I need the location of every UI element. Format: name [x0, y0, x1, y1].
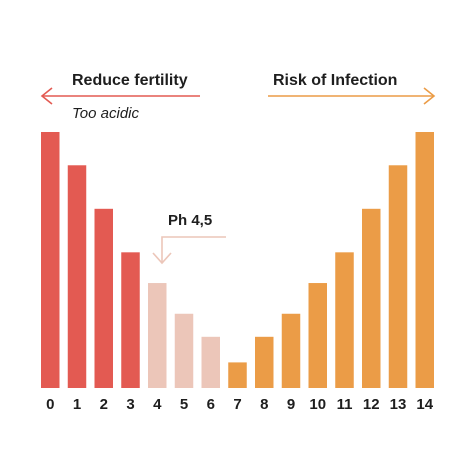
left-sublabel: Too acidic	[72, 105, 139, 122]
ph-marker-label: Ph 4,5	[168, 212, 212, 229]
bar-ph-1	[67, 165, 87, 388]
x-tick-label-4: 4	[153, 396, 162, 413]
x-tick-labels: 0 1 2 3 4 5 6 7 8 9 10 11 12 13 14	[46, 396, 434, 413]
x-tick-label-8: 8	[260, 396, 268, 413]
bar-ph-2	[94, 208, 113, 388]
bar-ph-4	[148, 283, 167, 388]
x-tick-label-12: 12	[363, 396, 380, 413]
x-tick-label-2: 2	[100, 396, 108, 413]
bar-ph-7	[228, 362, 247, 388]
bars-group	[41, 132, 434, 388]
right-label: Risk of Infection	[273, 72, 397, 89]
bar-ph-10	[308, 283, 327, 388]
bar-ph-13	[388, 165, 408, 388]
left-label: Reduce fertility	[72, 72, 188, 89]
right-arrowhead-icon	[423, 87, 436, 105]
x-tick-label-9: 9	[287, 396, 295, 413]
x-tick-label-10: 10	[309, 396, 326, 413]
ph-marker: Ph 4,5	[152, 212, 226, 265]
x-tick-label-7: 7	[233, 396, 241, 413]
x-tick-label-1: 1	[73, 396, 81, 413]
bar-ph-0	[41, 132, 60, 388]
x-tick-label-14: 14	[416, 396, 433, 413]
x-tick-label-5: 5	[180, 396, 188, 413]
bar-ph-5	[174, 313, 194, 388]
bar-ph-3	[121, 252, 140, 388]
x-tick-label-6: 6	[207, 396, 215, 413]
bar-ph-11	[335, 252, 354, 388]
bar-ph-14	[415, 132, 434, 388]
left-annotation: Reduce fertility Too acidic	[40, 72, 200, 122]
ph-marker-connector	[161, 236, 226, 262]
x-tick-label-11: 11	[337, 396, 353, 413]
x-tick-label-3: 3	[126, 396, 134, 413]
left-arrowhead-icon	[40, 87, 53, 105]
x-tick-label-0: 0	[46, 396, 54, 413]
x-tick-label-13: 13	[390, 396, 407, 413]
bar-ph-12	[362, 208, 381, 388]
bar-ph-6	[201, 336, 220, 388]
right-annotation: Risk of Infection	[268, 72, 436, 105]
bar-ph-8	[255, 336, 274, 388]
bar-ph-9	[281, 313, 301, 388]
down-arrowhead-icon	[152, 252, 172, 265]
